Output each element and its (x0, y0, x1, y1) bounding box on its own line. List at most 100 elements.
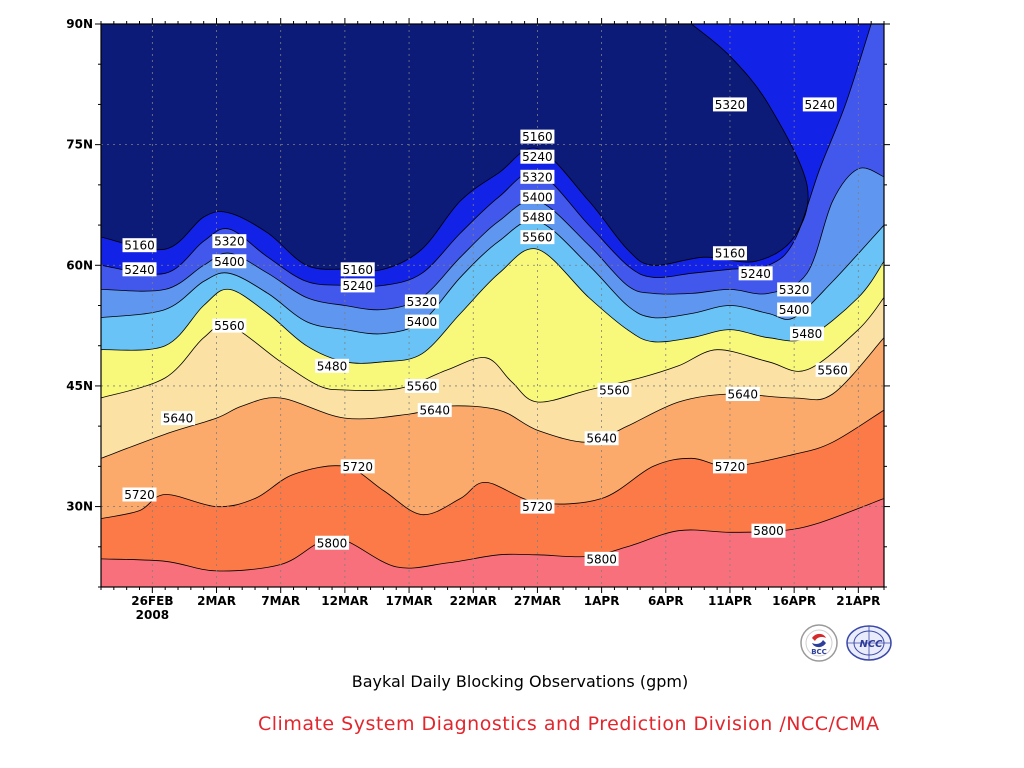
contour-label-text: 5720 (124, 488, 155, 502)
contour-label: 5240 (520, 149, 555, 164)
contour-label-bg (520, 210, 555, 225)
contour-label: 5240 (340, 278, 375, 293)
contour-label-text: 5320 (214, 235, 245, 249)
contour-label-bg (122, 238, 157, 253)
contour-label: 5320 (520, 169, 555, 184)
x-tick-label: 11APR (708, 594, 752, 608)
contour-label-text: 5160 (522, 130, 553, 144)
contour-label-bg (738, 266, 773, 281)
contour-label-bg (815, 362, 850, 377)
contour-label-bg (802, 97, 837, 112)
contour-line-5480 (101, 248, 884, 364)
contour-label-bg (520, 169, 555, 184)
contour-label-text: 5560 (522, 231, 553, 245)
contour-label-bg (520, 189, 555, 204)
contour-label: 5240 (738, 266, 773, 281)
plot-area (101, 24, 884, 587)
bcc-logo: BCC (800, 624, 838, 662)
contour-label-text: 5800 (586, 552, 617, 566)
band-fill-5160 (101, 24, 809, 271)
source-credit: Climate System Diagnostics and Predictio… (258, 713, 880, 735)
contour-label-text: 5480 (317, 359, 348, 373)
x-tick-label: 12MAR (321, 594, 368, 608)
contour-label: 5320 (712, 97, 747, 112)
contour-label-bg (520, 230, 555, 245)
contour-label-bg (212, 234, 247, 249)
contour-label-bg (520, 129, 555, 144)
contour-label-bg (751, 523, 786, 538)
y-tick-label: 90N (66, 17, 93, 31)
contour-label-text: 5320 (779, 283, 810, 297)
x-tick-label: 1APR (584, 594, 620, 608)
contour-label-text: 5240 (342, 279, 373, 293)
ncc-logo: NCC (846, 625, 892, 661)
bcc-logo-text: BCC (811, 648, 827, 656)
y-axis: 30N 45N 60N 75N 90N (66, 17, 890, 588)
contour-label: 5480 (520, 210, 555, 225)
contour-label: 5720 (340, 459, 375, 474)
contour-label-bg (122, 262, 157, 277)
contour-label: 5320 (404, 294, 439, 309)
contour-label: 5640 (161, 411, 196, 426)
contour-label: 5480 (315, 358, 350, 373)
contour-label-text: 5400 (407, 315, 438, 329)
x-tick-label: 17MAR (385, 594, 432, 608)
contour-label-bg (597, 382, 632, 397)
contour-label-text: 5560 (407, 379, 438, 393)
contour-label: 5400 (212, 254, 247, 269)
contour-label: 5160 (340, 262, 375, 277)
contour-label-bg (725, 386, 760, 401)
contour-label-text: 5560 (599, 383, 630, 397)
contour-label-text: 5640 (163, 412, 194, 426)
contour-label-text: 5480 (522, 211, 553, 225)
ncc-logo-text: NCC (859, 639, 883, 650)
contour-label-text: 5640 (586, 432, 617, 446)
contour-label: 5160 (712, 246, 747, 261)
contour-label-bg (712, 459, 747, 474)
contour-label-text: 5800 (317, 536, 348, 550)
contour-label: 5800 (584, 551, 619, 566)
contour-label-text: 5160 (124, 239, 155, 253)
x-tick-label: 26FEB (131, 594, 173, 608)
contour-label-bg (161, 411, 196, 426)
contour-label-bg (712, 97, 747, 112)
contour-label: 5720 (520, 499, 555, 514)
contour-label-text: 5160 (342, 263, 373, 277)
contour-label: 5240 (122, 262, 157, 277)
contour-label-text: 5320 (715, 98, 746, 112)
contour-label-text: 5240 (740, 267, 771, 281)
contour-label-bg (404, 314, 439, 329)
contour-label-text: 5720 (522, 500, 553, 514)
x-tick-label: 6APR (648, 594, 684, 608)
x-tick-year-label: 2008 (136, 608, 169, 622)
contour-label-bg (712, 246, 747, 261)
contour-label: 5320 (777, 282, 812, 297)
contour-label: 5320 (212, 234, 247, 249)
x-tick-label: 22MAR (450, 594, 497, 608)
contour-label: 5720 (712, 459, 747, 474)
contour-line-5400 (101, 220, 884, 335)
contour-label-text: 5560 (214, 319, 245, 333)
contour-label: 5560 (815, 362, 850, 377)
contour-label-bg (212, 318, 247, 333)
contour-label-text: 5640 (419, 404, 450, 418)
contour-label-text: 5400 (779, 303, 810, 317)
contour-label: 5800 (315, 535, 350, 550)
contour-label-bg (315, 535, 350, 550)
contour-label-text: 5720 (715, 460, 746, 474)
contour-label-text: 5720 (342, 460, 373, 474)
contour-label-bg (520, 149, 555, 164)
contour-label: 5640 (417, 403, 452, 418)
contour-line-5800 (101, 498, 884, 572)
contour-label-bg (122, 487, 157, 502)
contour-label-bg (340, 459, 375, 474)
x-tick-label: 16APR (772, 594, 816, 608)
contour-label: 5400 (777, 302, 812, 317)
contour-label: 5400 (404, 314, 439, 329)
contour-label-text: 5560 (817, 363, 848, 377)
contour-labels: 5160 5240 5320 5400 5560 5640 5720 5800 5160 5240… (122, 97, 850, 566)
contour-label-bg (520, 499, 555, 514)
contour-label-text: 5640 (728, 387, 759, 401)
